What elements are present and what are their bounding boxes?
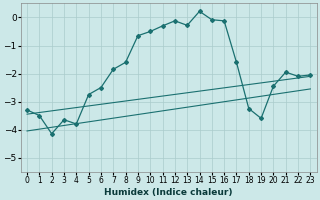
X-axis label: Humidex (Indice chaleur): Humidex (Indice chaleur) xyxy=(104,188,233,197)
